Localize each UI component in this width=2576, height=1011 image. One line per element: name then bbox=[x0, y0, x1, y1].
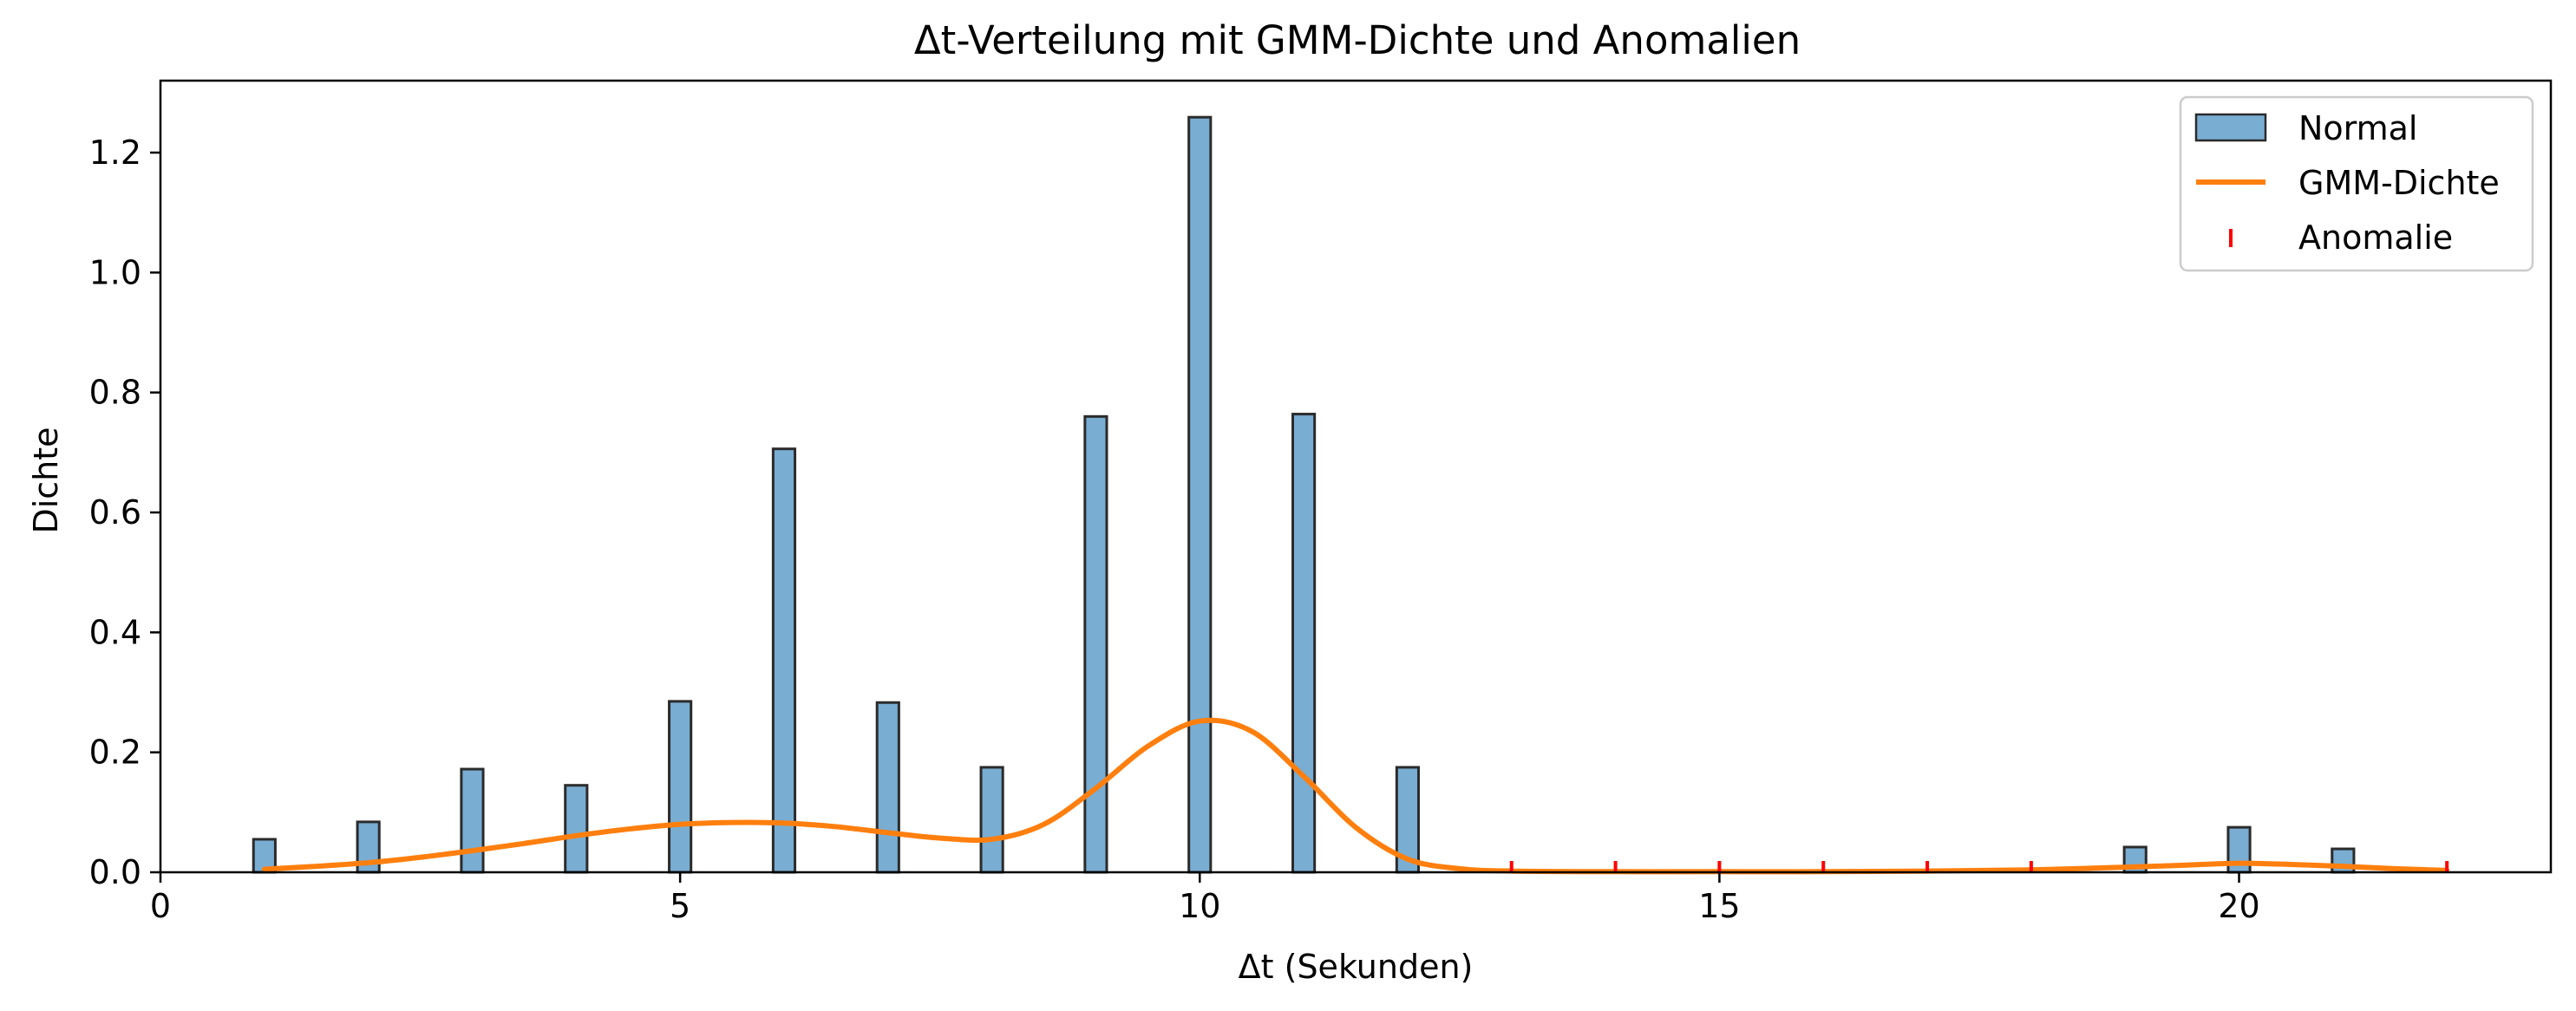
anomaly-markers bbox=[1509, 861, 2449, 873]
histogram-bar bbox=[875, 701, 900, 874]
density-curve-group bbox=[261, 717, 2450, 875]
legend: Normal GMM-Dichte Anomalie bbox=[2179, 95, 2534, 272]
histogram-bar bbox=[1187, 115, 1213, 874]
histogram-bar bbox=[771, 447, 797, 874]
histogram-bar bbox=[668, 700, 693, 874]
x-axis-ticks: 0 5 10 15 20 bbox=[150, 872, 2260, 925]
histogram-bar bbox=[979, 766, 1004, 874]
x-tick-label: 15 bbox=[1698, 887, 1740, 925]
x-tick-label: 5 bbox=[670, 887, 690, 925]
x-tick-label: 20 bbox=[2218, 887, 2259, 925]
y-tick-label: 1.0 bbox=[89, 253, 141, 291]
y-tick-label: 0.6 bbox=[89, 493, 141, 532]
y-tick-label: 0.4 bbox=[89, 613, 141, 651]
plot-frame bbox=[159, 79, 2553, 874]
legend-label-anomaly: Anomalie bbox=[2298, 219, 2453, 257]
histogram-bar bbox=[564, 784, 589, 874]
y-tick-label: 0.0 bbox=[89, 853, 141, 891]
legend-label-normal: Normal bbox=[2298, 109, 2418, 147]
y-tick-label: 1.2 bbox=[89, 134, 141, 172]
histogram-bar bbox=[1083, 414, 1108, 874]
x-tick-label: 0 bbox=[150, 887, 171, 925]
legend-swatch-normal bbox=[2194, 113, 2267, 142]
legend-box bbox=[2179, 95, 2534, 272]
y-tick-label: 0.2 bbox=[89, 734, 141, 772]
x-tick-label: 10 bbox=[1179, 887, 1220, 925]
gmm-density-line bbox=[261, 717, 2450, 875]
histogram-bar bbox=[460, 767, 485, 874]
y-axis-ticks: 0.0 0.2 0.4 0.6 0.8 1.0 1.2 bbox=[89, 134, 160, 891]
y-tick-label: 0.8 bbox=[89, 374, 141, 412]
chart-title: Δt-Verteilung mit GMM-Dichte und Anomali… bbox=[914, 17, 1801, 63]
x-axis-label: Δt (Sekunden) bbox=[1239, 948, 1474, 986]
y-axis-label: Dichte bbox=[27, 427, 65, 533]
histogram-bar bbox=[1291, 413, 1317, 874]
legend-label-gmm: GMM-Dichte bbox=[2298, 164, 2500, 202]
